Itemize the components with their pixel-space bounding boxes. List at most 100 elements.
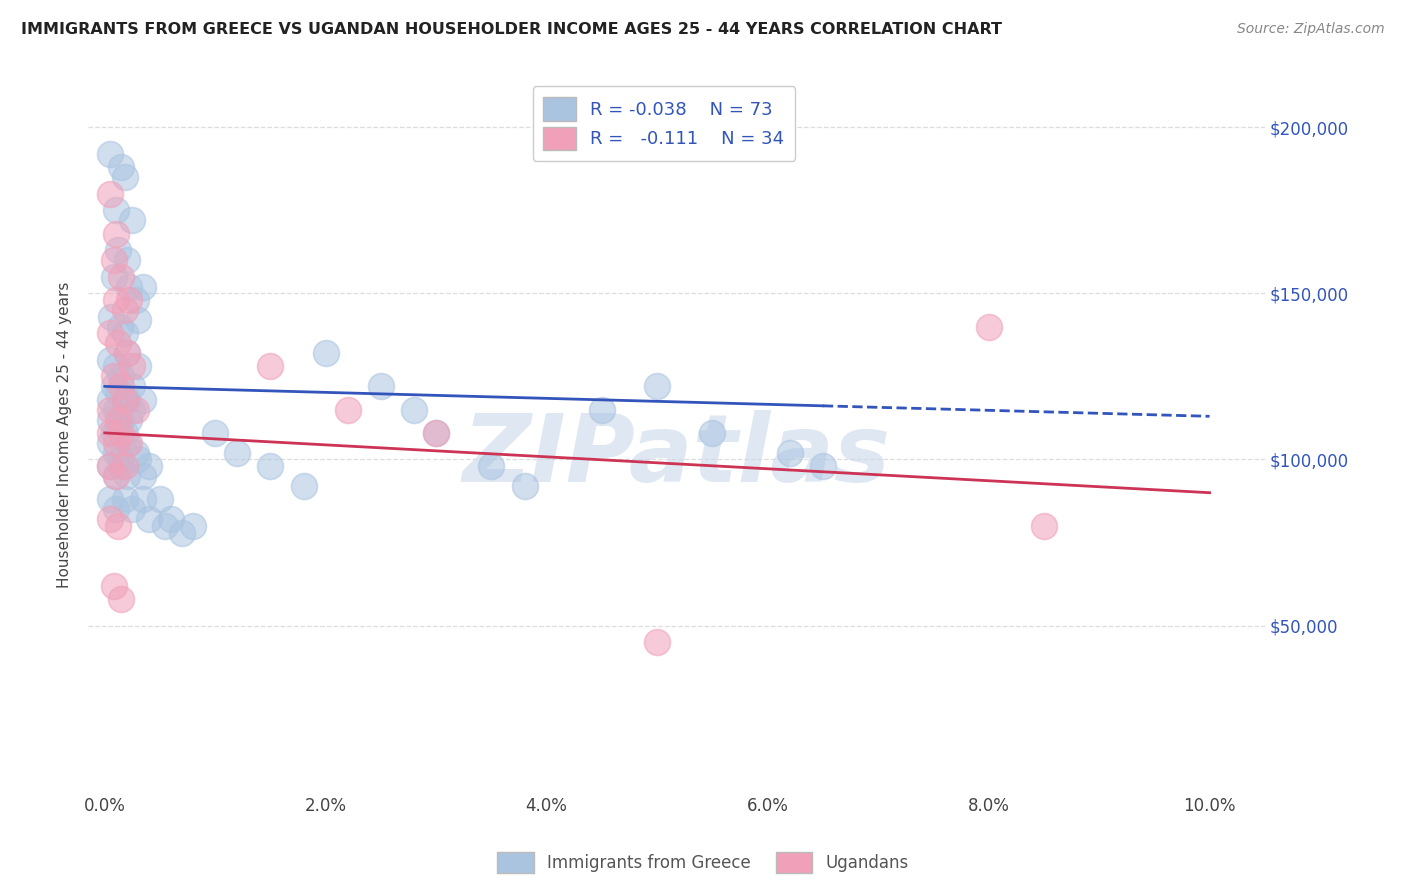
- Point: [115, 346, 138, 360]
- Point: [115, 346, 138, 360]
- Legend: R = -0.038    N = 73, R =   -0.111    N = 34: R = -0.038 N = 73, R = -0.111 N = 34: [533, 87, 796, 161]
- Point: [104, 227, 127, 241]
- Point: [110, 379, 132, 393]
- Point: [114, 392, 136, 407]
- Point: [103, 425, 125, 440]
- Point: [702, 425, 724, 440]
- Point: [98, 402, 121, 417]
- Point: [107, 412, 129, 426]
- Point: [138, 512, 160, 526]
- Point: [98, 392, 121, 407]
- Point: [110, 592, 132, 607]
- Legend: Immigrants from Greece, Ugandans: Immigrants from Greece, Ugandans: [491, 846, 915, 880]
- Point: [98, 186, 121, 201]
- Point: [127, 452, 149, 467]
- Point: [115, 392, 138, 407]
- Point: [121, 359, 143, 374]
- Point: [370, 379, 392, 393]
- Y-axis label: Householder Income Ages 25 - 44 years: Householder Income Ages 25 - 44 years: [58, 281, 72, 588]
- Point: [977, 319, 1000, 334]
- Point: [114, 392, 136, 407]
- Point: [121, 379, 143, 393]
- Point: [124, 402, 146, 417]
- Point: [591, 402, 613, 417]
- Point: [259, 359, 281, 374]
- Point: [98, 459, 121, 474]
- Point: [98, 412, 121, 426]
- Point: [118, 279, 141, 293]
- Point: [104, 435, 127, 450]
- Point: [104, 446, 127, 460]
- Point: [170, 525, 193, 540]
- Point: [98, 512, 121, 526]
- Point: [114, 492, 136, 507]
- Point: [108, 319, 131, 334]
- Point: [103, 269, 125, 284]
- Point: [110, 269, 132, 284]
- Point: [115, 253, 138, 268]
- Point: [121, 502, 143, 516]
- Point: [107, 519, 129, 533]
- Point: [110, 369, 132, 384]
- Point: [155, 519, 177, 533]
- Point: [315, 346, 337, 360]
- Point: [513, 479, 536, 493]
- Point: [110, 459, 132, 474]
- Point: [160, 512, 183, 526]
- Point: [103, 579, 125, 593]
- Point: [124, 446, 146, 460]
- Point: [132, 392, 155, 407]
- Point: [121, 213, 143, 227]
- Point: [104, 203, 127, 218]
- Point: [107, 243, 129, 257]
- Point: [98, 146, 121, 161]
- Point: [107, 386, 129, 401]
- Point: [100, 310, 122, 324]
- Point: [104, 469, 127, 483]
- Point: [114, 303, 136, 318]
- Point: [118, 412, 141, 426]
- Point: [114, 425, 136, 440]
- Point: [98, 425, 121, 440]
- Point: [336, 402, 359, 417]
- Point: [107, 336, 129, 351]
- Point: [481, 459, 503, 474]
- Point: [110, 425, 132, 440]
- Point: [132, 492, 155, 507]
- Text: IMMIGRANTS FROM GREECE VS UGANDAN HOUSEHOLDER INCOME AGES 25 - 44 YEARS CORRELAT: IMMIGRANTS FROM GREECE VS UGANDAN HOUSEH…: [21, 22, 1002, 37]
- Point: [132, 279, 155, 293]
- Point: [811, 459, 834, 474]
- Point: [114, 326, 136, 341]
- Point: [98, 459, 121, 474]
- Point: [104, 359, 127, 374]
- Point: [181, 519, 204, 533]
- Text: ZIPatlas: ZIPatlas: [463, 410, 890, 502]
- Point: [118, 435, 141, 450]
- Point: [292, 479, 315, 493]
- Point: [138, 459, 160, 474]
- Point: [115, 435, 138, 450]
- Point: [132, 469, 155, 483]
- Point: [110, 160, 132, 174]
- Point: [425, 425, 447, 440]
- Point: [115, 469, 138, 483]
- Point: [98, 492, 121, 507]
- Point: [127, 313, 149, 327]
- Point: [107, 419, 129, 434]
- Point: [118, 293, 141, 307]
- Point: [204, 425, 226, 440]
- Point: [124, 293, 146, 307]
- Point: [103, 369, 125, 384]
- Point: [98, 435, 121, 450]
- Point: [104, 469, 127, 483]
- Point: [110, 452, 132, 467]
- Point: [645, 379, 668, 393]
- Point: [114, 170, 136, 185]
- Point: [645, 635, 668, 649]
- Point: [121, 402, 143, 417]
- Point: [779, 446, 801, 460]
- Point: [104, 293, 127, 307]
- Point: [103, 253, 125, 268]
- Point: [259, 459, 281, 474]
- Point: [114, 459, 136, 474]
